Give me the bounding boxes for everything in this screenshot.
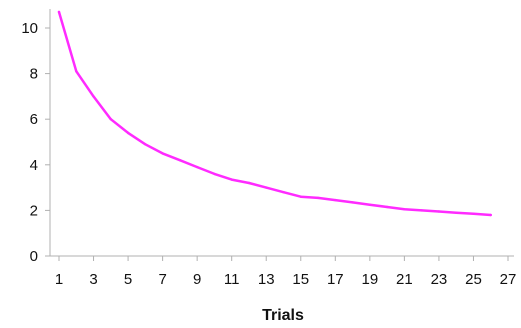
data-point	[213, 172, 216, 176]
data-point	[265, 186, 268, 189]
data-point	[316, 196, 320, 200]
data-point	[247, 181, 251, 185]
data-point	[230, 178, 233, 181]
data-point	[109, 118, 113, 121]
x-tick-label: 19	[362, 271, 379, 288]
data-point	[385, 205, 389, 209]
data-point	[75, 70, 78, 73]
x-tick-label: 13	[258, 271, 275, 288]
x-tick-label: 17	[327, 271, 344, 288]
y-tick-label: 10	[21, 20, 38, 37]
data-point	[334, 198, 337, 202]
y-tick-label: 2	[30, 202, 38, 219]
data-point	[196, 165, 199, 169]
x-tick-label: 11	[224, 271, 240, 288]
x-tick-label: 15	[292, 271, 309, 288]
data-point	[126, 131, 130, 135]
y-tick-label: 0	[30, 248, 38, 265]
x-tick-label: 3	[89, 271, 97, 288]
x-tick-label: 23	[431, 271, 448, 288]
data-point	[455, 211, 458, 214]
y-tick-label: 6	[30, 111, 38, 128]
x-tick-label: 5	[124, 271, 132, 288]
data-point	[92, 95, 95, 98]
data-point	[472, 212, 475, 215]
y-axis-ticks: 0 2 4 6 8 10	[21, 20, 50, 265]
x-tick-label: 9	[193, 271, 201, 288]
x-tick-label: 7	[158, 271, 166, 288]
data-point	[57, 10, 61, 14]
data-point	[437, 210, 441, 213]
y-tick-label: 8	[30, 66, 38, 83]
data-point	[489, 213, 492, 217]
x-axis-ticks: 1 3 5 7 9 11 13 15 17 19 21 23 25 27	[55, 256, 517, 288]
y-tick-label: 4	[30, 157, 38, 174]
data-point	[299, 195, 302, 198]
x-tick-label: 25	[465, 271, 482, 288]
data-point	[368, 203, 371, 206]
series-layer	[57, 10, 492, 217]
x-tick-label: 21	[396, 271, 413, 288]
series-line-0	[57, 10, 492, 217]
x-tick-label: 27	[500, 271, 517, 288]
data-point	[282, 191, 285, 194]
data-point	[144, 143, 147, 146]
data-point	[178, 159, 182, 162]
data-point	[161, 152, 164, 155]
x-tick-label: 1	[55, 271, 63, 288]
data-point	[351, 201, 354, 204]
data-point	[403, 208, 406, 211]
data-point	[420, 209, 423, 212]
x-axis-title: Trials	[262, 307, 304, 324]
